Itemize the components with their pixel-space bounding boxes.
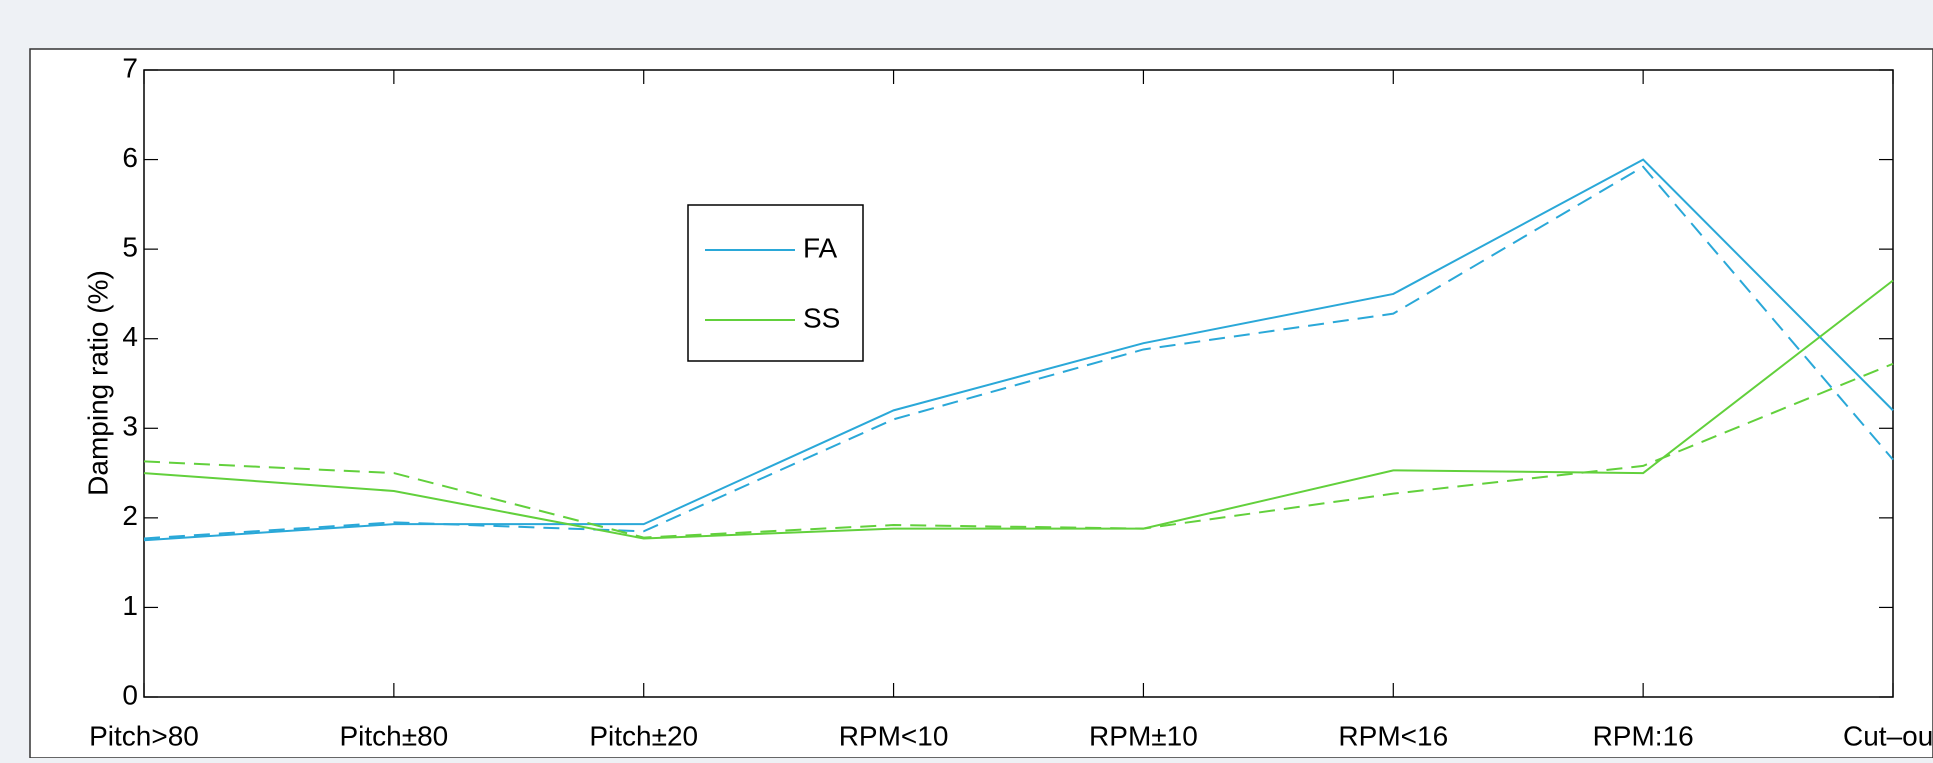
x-tick-label: Cut–ou [1843,720,1933,751]
y-tick-label: 3 [122,411,138,442]
y-tick-label: 6 [122,142,138,173]
y-tick-label: 2 [122,500,138,531]
plot-area [143,69,1894,698]
x-tick-label: RPM<10 [839,720,949,751]
legend-label: SS [803,302,840,333]
y-tick-label: 0 [122,679,138,710]
legend [687,204,864,362]
x-tick-label: RPM±10 [1089,720,1198,751]
y-tick-label: 1 [122,590,138,621]
legend-label: FA [803,232,838,263]
panel [29,48,1933,759]
x-tick-label: RPM<16 [1338,720,1448,751]
y-tick-label: 7 [122,52,138,83]
y-tick-label: 5 [122,232,138,263]
line-series [143,279,1894,540]
line-series [143,362,1894,539]
line-series [143,158,1894,542]
y-tick-label: 4 [122,321,138,352]
line-series [143,165,1894,540]
x-tick-label: RPM:16 [1593,720,1694,751]
x-tick-label: Pitch>80 [89,720,199,751]
y-axis-label: Damping ratio (%) [82,270,113,496]
x-tick-label: Pitch±20 [589,720,698,751]
x-tick-label: Pitch±80 [339,720,448,751]
